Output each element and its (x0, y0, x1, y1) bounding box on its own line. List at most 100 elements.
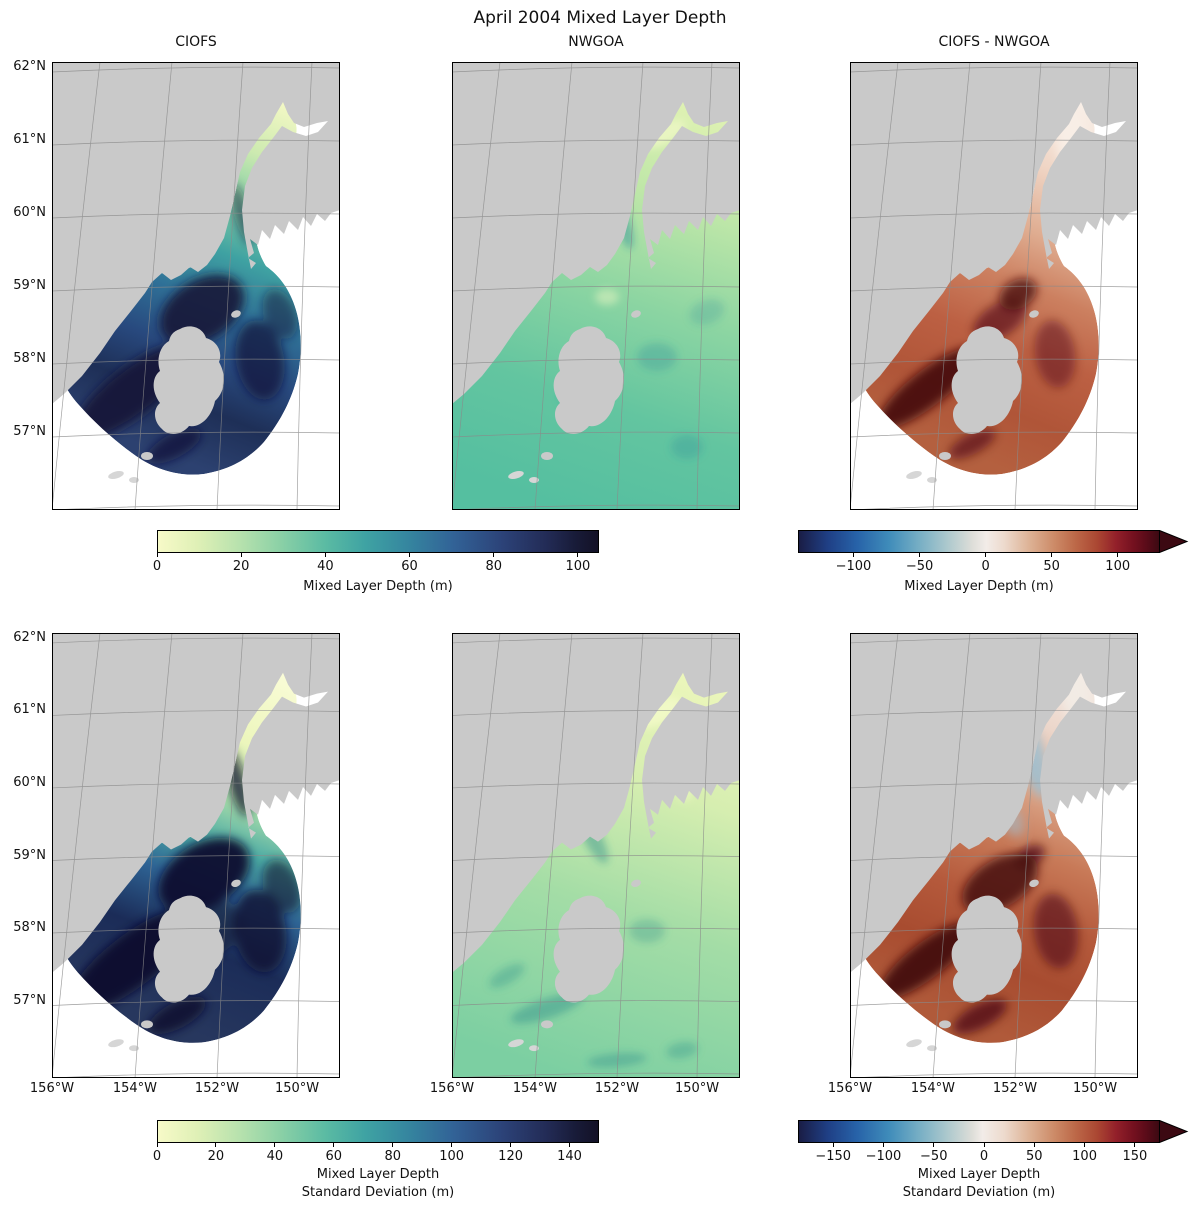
map-panel-diff-std (850, 633, 1138, 1078)
lat-tick-label: 57°N (13, 424, 46, 439)
colorbar-tick-label: 100 (439, 1149, 465, 1164)
colorbar-extend-arrow (1159, 1120, 1189, 1143)
lat-tick-label: 62°N (13, 629, 46, 645)
colorbar-tick (324, 553, 326, 557)
colorbar-tick-label: 120 (498, 1149, 523, 1164)
colorbar-tick (577, 553, 579, 557)
colorbar-tick (852, 553, 854, 557)
lon-tick-label: 156°W (429, 1081, 475, 1096)
colorbar-tick (156, 1143, 158, 1147)
colorbar-mld-diff (798, 530, 1160, 553)
colorbar-tick (510, 1143, 512, 1147)
map-frame (850, 633, 1138, 1078)
colorbar-tick (215, 1143, 217, 1147)
colorbar-tick (985, 553, 987, 557)
map-frame (850, 62, 1138, 510)
colorbar-tick-label: 80 (384, 1149, 401, 1164)
lon-tick-label: 154°W (910, 1081, 956, 1096)
map-panel-ciofs-mld (52, 62, 340, 510)
colorbar-label-mld-std-line1: Mixed Layer Depth (316, 1167, 440, 1182)
colorbar-label-mld-diff: Mixed Layer Depth (m) (904, 579, 1054, 594)
colorbar-tick (1084, 1143, 1086, 1147)
lon-tick-label: 152°W (194, 1081, 240, 1096)
colorbar-tick-label: 50 (1026, 1149, 1043, 1164)
colorbar-tick (392, 1143, 394, 1147)
colorbar-tick-label: −100 (865, 1149, 902, 1164)
colorbar-tick (983, 1143, 985, 1147)
lon-tick-label: 150°W (674, 1081, 720, 1096)
colorbar-tick-label: 0 (152, 1149, 162, 1164)
lat-tick-label: 58°N (13, 350, 46, 366)
colorbar-tick-label: 0 (979, 1149, 989, 1164)
colorbar-tick-label: 80 (485, 559, 503, 574)
colorbar-tick-label: −50 (905, 559, 934, 574)
colorbar-tick-label: 100 (1105, 559, 1131, 574)
lon-tick-label: 150°W (274, 1081, 320, 1096)
colorbar-label-mld-std-diff-line2: Standard Deviation (m) (902, 1185, 1056, 1200)
colorbar-tick-label: 40 (266, 1149, 284, 1164)
colorbar-tick-label: −150 (815, 1149, 852, 1164)
colorbar-tick-label: 60 (325, 1149, 343, 1164)
lat-tick-label: 59°N (13, 847, 46, 863)
lat-tick-label: 62°N (13, 59, 46, 75)
colorbar-mld-std (157, 1120, 599, 1143)
colorbar-label-mld-std-diff-line1: Mixed Layer Depth (917, 1167, 1041, 1182)
colorbar-label-mld: Mixed Layer Depth (m) (303, 579, 453, 594)
lon-tick-label: 154°W (512, 1081, 558, 1096)
colorbar-tick (451, 1143, 453, 1147)
colorbar-tick-label: 50 (1043, 559, 1060, 574)
colorbar-tick (156, 553, 158, 557)
map-frame (52, 633, 340, 1078)
lat-tick-label: 61°N (13, 131, 46, 147)
colorbar-tick (569, 1143, 571, 1147)
colorbar-tick-label: 60 (401, 559, 418, 574)
colorbar-tick (933, 1143, 935, 1147)
colorbar-tick-label: 0 (152, 559, 162, 574)
colorbar-tick (409, 553, 411, 557)
lon-tick-label: 152°W (594, 1081, 640, 1096)
colorbar-tick (493, 553, 495, 557)
colorbar-tick (240, 553, 242, 557)
map-frame (52, 62, 340, 510)
colorbar-tick (882, 1143, 884, 1147)
lon-tick-label: 150°W (1072, 1081, 1118, 1096)
lon-tick-label: 156°W (29, 1081, 75, 1096)
panel-title-nwgoa: NWGOA (568, 34, 624, 50)
colorbar-tick-label: 40 (317, 559, 334, 574)
map-panel-diff-mld (850, 62, 1138, 510)
colorbar-mld (157, 530, 599, 553)
colorbar-mld-std-diff (798, 1120, 1160, 1143)
lat-tick-label: 57°N (13, 992, 46, 1008)
colorbar-tick (919, 553, 921, 557)
colorbar-tick (1033, 1143, 1035, 1147)
colorbar-tick-label: −100 (835, 559, 872, 574)
colorbar-tick-label: 20 (207, 1149, 225, 1164)
map-panel-nwgoa-mld (452, 62, 740, 510)
map-frame (452, 633, 740, 1078)
colorbar-tick (1117, 553, 1119, 557)
colorbar-tick-label: 20 (232, 559, 250, 574)
colorbar-label-mld-std-line2: Standard Deviation (m) (301, 1185, 455, 1200)
lat-tick-label: 60°N (13, 775, 46, 790)
map-panel-ciofs-std (52, 633, 340, 1078)
colorbar-tick-label: 140 (557, 1149, 582, 1164)
figure-title: April 2004 Mixed Layer Depth (473, 8, 727, 28)
colorbar-tick (333, 1143, 335, 1147)
colorbar-tick-label: 0 (981, 559, 990, 574)
map-frame (452, 62, 740, 510)
lat-tick-label: 61°N (13, 702, 46, 718)
lat-tick-label: 58°N (13, 919, 46, 935)
colorbar-tick-label: 100 (1072, 1149, 1097, 1164)
panel-title-diff: CIOFS - NWGOA (938, 34, 1050, 50)
colorbar-tick (1134, 1143, 1136, 1147)
map-panel-nwgoa-std (452, 633, 740, 1078)
lon-tick-label: 156°W (827, 1081, 873, 1096)
panel-title-ciofs: CIOFS (175, 34, 217, 50)
colorbar-tick-label: 150 (1122, 1149, 1148, 1164)
lat-tick-label: 59°N (13, 278, 46, 293)
lon-tick-label: 152°W (992, 1081, 1038, 1096)
colorbar-tick (1051, 553, 1053, 557)
colorbar-tick-label: 100 (565, 559, 591, 574)
lon-tick-label: 154°W (112, 1081, 158, 1096)
